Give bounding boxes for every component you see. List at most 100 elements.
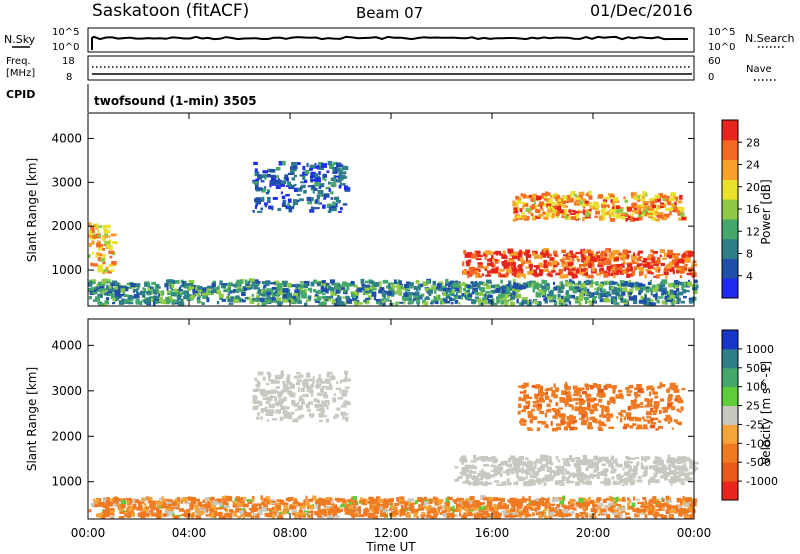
echo-cell: [109, 255, 113, 259]
echo-cell: [390, 292, 395, 297]
echo-cell: [531, 385, 537, 388]
echo-cell: [581, 204, 586, 208]
echo-cell: [659, 274, 664, 276]
echo-cell: [339, 284, 346, 287]
echo-cell: [599, 287, 603, 293]
echo-cell: [354, 284, 358, 288]
echo-cell: [670, 299, 675, 304]
echo-cell: [287, 414, 293, 419]
echo-cell: [479, 503, 483, 506]
echo-cell: [473, 454, 477, 460]
echo-cell: [306, 196, 311, 202]
echo-cell: [333, 416, 337, 419]
echo-cell: [445, 294, 451, 299]
echo-cell: [457, 476, 463, 479]
echo-cell: [191, 512, 197, 517]
echo-cell: [250, 508, 253, 512]
echo-cell: [348, 502, 354, 506]
echo-cell: [594, 456, 597, 460]
echo-cell: [331, 282, 335, 286]
echo-cell: [656, 299, 660, 304]
echo-cell: [391, 511, 397, 516]
echo-cell: [640, 462, 643, 468]
echo-cell: [307, 185, 312, 188]
echo-cell: [618, 480, 622, 485]
echo-cell: [466, 506, 471, 511]
echo-cell: [556, 202, 562, 207]
echo-cell: [655, 509, 661, 512]
echo-cell: [510, 294, 516, 299]
echo-cell: [569, 421, 575, 425]
echo-cell: [578, 410, 583, 415]
echo-cell: [523, 481, 528, 487]
echo-cell: [523, 469, 526, 472]
echo-cell: [156, 283, 160, 289]
echo-cell: [106, 297, 110, 301]
echo-cell: [593, 403, 599, 406]
echo-cell: [287, 203, 290, 207]
echo-cell: [353, 293, 356, 299]
echo-cell: [571, 190, 576, 196]
echo-cell: [667, 500, 672, 503]
echo-cell: [567, 253, 571, 257]
echo-cell: [289, 295, 295, 298]
echo-cell: [283, 414, 289, 419]
echo-cell: [260, 297, 265, 303]
echo-cell: [647, 265, 654, 269]
echo-cell: [629, 457, 636, 460]
echo-cell: [318, 183, 325, 186]
echo-cell: [88, 242, 92, 247]
echo-cell: [677, 478, 684, 481]
echo-cell: [550, 194, 555, 198]
echo-cell: [665, 298, 669, 303]
echo-cell: [364, 287, 370, 291]
echo-cell: [477, 264, 484, 269]
echo-cell: [510, 455, 516, 460]
echo-cell: [526, 396, 533, 400]
echo-cell: [627, 415, 631, 420]
echo-cell: [532, 217, 537, 221]
echo-cell: [634, 391, 638, 396]
echo-cell: [642, 198, 645, 204]
echo-cell: [313, 398, 318, 402]
echo-cell: [603, 468, 609, 473]
echo-cell: [266, 299, 272, 303]
echo-cell: [569, 404, 574, 408]
echo-cell: [631, 203, 637, 209]
echo-cell: [225, 288, 231, 293]
echo-cell: [471, 271, 474, 276]
echo-cell: [592, 475, 595, 480]
echo-cell: [615, 264, 622, 268]
echo-cell: [534, 393, 539, 399]
echo-cell: [285, 194, 290, 197]
echo-cell: [527, 410, 533, 415]
echo-cell: [420, 293, 425, 297]
echo-cell: [488, 302, 495, 305]
echo-cell: [345, 282, 351, 287]
echo-cell: [219, 505, 224, 509]
echo-cell: [265, 292, 268, 296]
echo-cell: [579, 417, 585, 420]
echo-cell: [322, 177, 325, 181]
echo-cell: [546, 403, 551, 408]
echo-cell: [565, 470, 570, 475]
echo-cell: [276, 502, 281, 506]
echo-cell: [307, 201, 313, 205]
echo-cell: [221, 285, 227, 289]
echo-cell: [642, 497, 647, 501]
echo-cell: [327, 402, 330, 405]
echo-cell: [653, 515, 658, 519]
echo-cell: [634, 513, 637, 516]
echo-cell: [631, 260, 635, 264]
echo-cell: [342, 281, 348, 286]
echo-cell: [551, 260, 558, 265]
echo-cell: [188, 279, 195, 285]
echo-cell: [271, 511, 277, 514]
echo-cell: [562, 195, 568, 200]
echo-cell: [675, 394, 681, 400]
echo-cell: [300, 387, 305, 392]
echo-cell: [331, 292, 337, 296]
echo-cell: [514, 293, 519, 296]
echo-cell: [524, 405, 530, 409]
echo-cell: [493, 263, 496, 269]
